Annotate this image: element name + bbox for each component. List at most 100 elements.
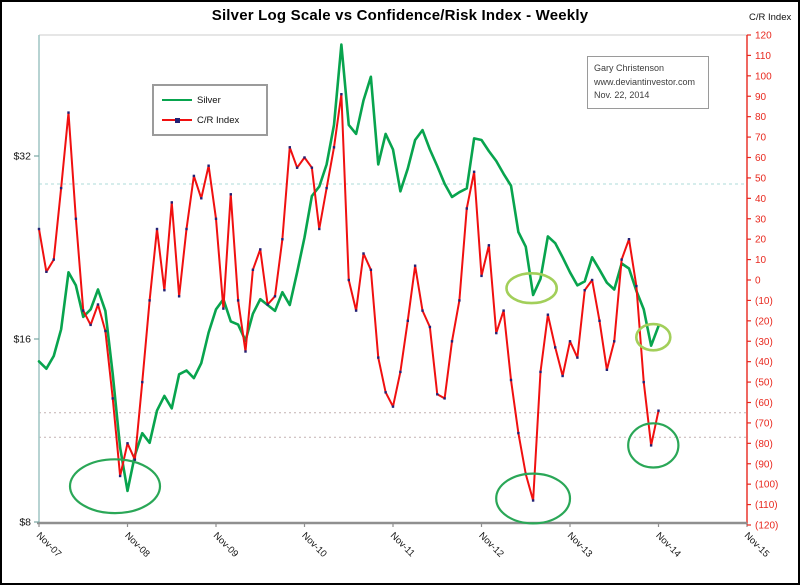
cr-index-marker: [480, 274, 483, 278]
cr-index-marker: [509, 378, 513, 382]
x-axis-label: Nov-15: [742, 530, 771, 559]
cr-index-marker: [354, 309, 358, 312]
cr-index-marker: [495, 331, 498, 335]
annotation-website: www.deviantinvestor.com: [594, 76, 696, 87]
x-axis-label: Nov-13: [565, 530, 594, 559]
cr-index-marker: [325, 186, 328, 190]
cr-index-marker: [531, 499, 535, 502]
highlight-ellipse-silver-low-2014: [634, 322, 672, 352]
right-axis-label: (80): [755, 439, 773, 450]
cr-index-marker: [539, 370, 542, 374]
x-axis-label: Nov-07: [34, 530, 63, 559]
right-axis-label: (70): [755, 418, 773, 429]
cr-index-marker: [627, 238, 631, 241]
right-axis-label: (30): [755, 337, 773, 348]
cr-index-marker: [613, 340, 616, 343]
cr-index-marker: [141, 380, 144, 384]
cr-index-marker: [89, 323, 92, 327]
cr-index-marker: [126, 442, 129, 445]
cr-index-marker: [340, 93, 343, 96]
cr-index-marker: [487, 244, 491, 247]
cr-index-marker: [148, 299, 151, 302]
cr-index-marker: [428, 325, 432, 329]
cr-index-marker: [155, 227, 159, 231]
silver-series-line: [37, 43, 660, 493]
cr-index-marker: [74, 217, 78, 220]
right-axis-label: 0: [755, 276, 761, 287]
right-axis-title: C/R Index: [749, 12, 792, 23]
right-axis-label: (90): [755, 459, 773, 470]
cr-index-marker: [583, 289, 586, 292]
cr-index-marker: [465, 207, 468, 210]
cr-index-marker: [118, 474, 122, 478]
cr-index-marker: [214, 217, 218, 220]
cr-index-marker: [362, 252, 365, 255]
right-axis-label: 40: [755, 194, 767, 205]
legend: Silver C/R Index: [152, 84, 268, 136]
cr-index-marker: [318, 227, 321, 231]
cr-index-series-line: [38, 93, 660, 502]
cr-index-marker: [450, 340, 454, 343]
x-axis-label: Nov-08: [122, 530, 151, 559]
right-axis-label: 20: [755, 235, 767, 246]
cr-index-marker: [236, 299, 240, 302]
left-axis-label: $8: [19, 517, 31, 529]
cr-index-marker: [207, 164, 210, 167]
cr-index-marker: [310, 166, 314, 169]
cr-index-marker: [192, 174, 196, 178]
cr-index-marker: [163, 289, 166, 292]
cr-index-marker: [185, 227, 188, 231]
cr-index-marker: [369, 268, 373, 271]
cr-index-marker: [657, 409, 660, 412]
cr-index-marker: [133, 458, 137, 461]
legend-label-silver: Silver: [197, 94, 221, 106]
right-axis-label: (10): [755, 296, 773, 307]
cr-index-marker: [222, 307, 225, 310]
legend-item-cr-index: C/R Index: [162, 113, 258, 127]
cr-index-marker: [200, 197, 203, 200]
left-axis-label: $32: [13, 151, 31, 163]
cr-index-marker: [96, 303, 100, 306]
cr-index-marker: [605, 368, 609, 371]
cr-index-marker: [384, 391, 387, 394]
right-axis-label: (20): [755, 316, 773, 327]
right-axis-label: 70: [755, 133, 767, 144]
right-axis-label: (60): [755, 398, 773, 409]
cr-index-marker: [568, 340, 572, 343]
legend-label-cr-index: C/R Index: [197, 114, 240, 126]
right-axis-label: 90: [755, 92, 767, 103]
cr-index-marker: [590, 278, 594, 282]
right-axis-label: 60: [755, 153, 767, 164]
cr-index-marker: [517, 431, 520, 435]
cr-index-marker: [82, 309, 85, 312]
cr-index-marker: [251, 268, 255, 271]
cr-index-marker: [620, 258, 623, 261]
highlight-ellipse-cr-low-2013: [495, 472, 572, 525]
cr-index-marker: [104, 329, 107, 333]
cr-index-marker: [229, 193, 232, 196]
right-axis-label: (40): [755, 357, 773, 368]
cr-index-marker: [472, 170, 476, 173]
cr-index-marker: [406, 319, 409, 322]
cr-index-marker: [266, 303, 269, 306]
cr-index-marker: [502, 309, 505, 312]
cr-index-marker: [45, 270, 48, 273]
cr-index-marker: [259, 248, 262, 251]
x-axis-label: Nov-12: [476, 530, 505, 559]
annotation-date: Nov. 22, 2014: [594, 90, 650, 100]
cr-index-marker: [642, 380, 645, 384]
left-axis-label: $16: [13, 334, 31, 346]
cr-index-marker: [561, 374, 564, 378]
cr-index-marker: [303, 156, 306, 159]
cr-index-marker: [177, 295, 181, 298]
right-axis-label: (110): [755, 500, 778, 511]
highlight-ellipse-cr-low-2014: [627, 422, 680, 469]
cr-index-marker: [170, 201, 173, 204]
cr-index-marker: [59, 186, 63, 190]
right-axis-label: 10: [755, 255, 767, 266]
cr-index-marker: [377, 356, 380, 359]
cr-index-marker: [37, 227, 41, 231]
right-axis-label: 100: [755, 71, 772, 82]
annotation-box: Gary Christenson www.deviantinvestor.com…: [587, 56, 709, 109]
